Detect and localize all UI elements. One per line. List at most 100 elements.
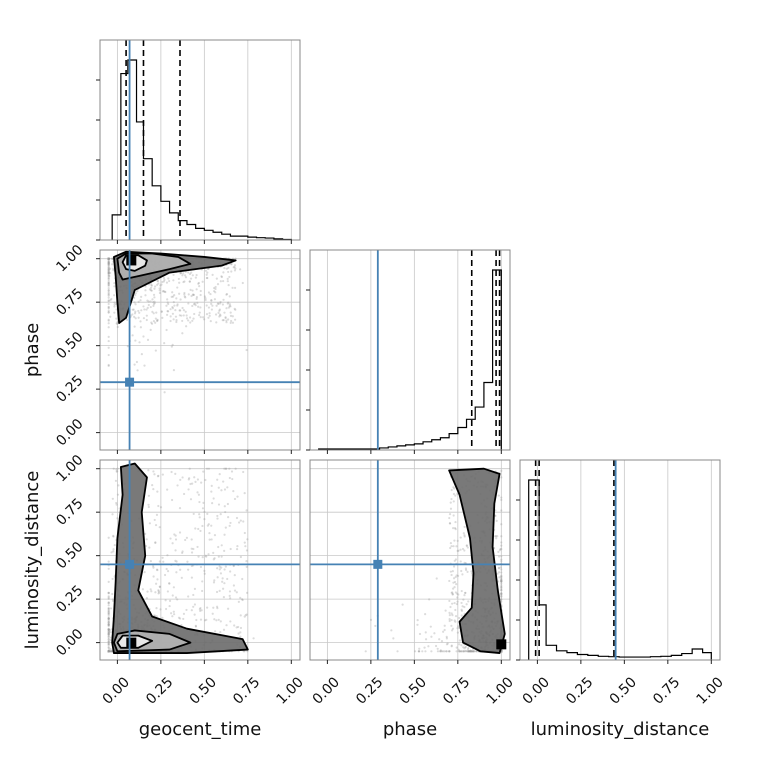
scatter-point <box>107 650 110 653</box>
scatter-point <box>450 644 453 647</box>
scatter-point <box>135 360 139 364</box>
scatter-point <box>454 591 458 594</box>
scatter-point <box>221 303 225 306</box>
scatter-point <box>115 501 118 505</box>
scatter-point <box>107 257 110 260</box>
scatter-point <box>171 295 175 298</box>
scatter-point <box>107 311 110 314</box>
scatter-point <box>448 614 451 617</box>
scatter-point <box>107 277 110 280</box>
scatter-point <box>233 497 237 501</box>
scatter-point <box>245 591 249 594</box>
scatter-point <box>463 605 466 609</box>
scatter-point <box>229 547 232 551</box>
scatter-point <box>192 512 195 516</box>
scatter-point <box>178 507 182 510</box>
scatter-point <box>456 596 459 599</box>
scatter-point <box>451 627 455 630</box>
scatter-point <box>165 304 168 307</box>
scatter-point <box>204 554 207 557</box>
scatter-point <box>155 615 158 618</box>
scatter-point <box>133 301 136 304</box>
scatter-point <box>245 348 248 352</box>
scatter-point <box>107 621 110 624</box>
scatter-point <box>438 638 441 641</box>
scatter-point <box>194 527 197 530</box>
scatter-point <box>162 276 166 280</box>
scatter-point <box>107 650 110 653</box>
scatter-point <box>455 574 458 577</box>
scatter-point <box>107 262 110 265</box>
scatter-point <box>184 296 187 299</box>
scatter-point <box>190 564 193 568</box>
scatter-point <box>107 639 110 643</box>
scatter-point <box>107 628 110 631</box>
scatter-point <box>154 317 158 320</box>
scatter-point <box>205 467 209 470</box>
scatter-point <box>500 593 503 597</box>
scatter-point <box>220 275 223 279</box>
scatter-point <box>239 635 242 638</box>
scatter-point <box>210 484 213 487</box>
scatter-point <box>424 650 427 653</box>
scatter-point <box>107 650 110 653</box>
scatter-point <box>229 521 232 525</box>
scatter-point <box>460 644 463 647</box>
scatter-point <box>500 592 503 595</box>
scatter-point <box>201 524 204 528</box>
scatter-point <box>224 565 227 568</box>
scatter-point <box>229 570 232 573</box>
y-axis-label-phase: phase <box>22 323 43 377</box>
scatter-point <box>107 257 110 260</box>
scatter-point <box>181 551 184 555</box>
scatter-point <box>452 581 455 584</box>
scatter-point <box>224 467 227 470</box>
scatter-point <box>460 650 463 653</box>
scatter-point <box>500 600 503 603</box>
scatter-point <box>111 598 114 601</box>
scatter-point <box>228 304 231 307</box>
scatter-point <box>193 302 197 305</box>
scatter-point <box>156 318 159 321</box>
scatter-point <box>172 301 175 304</box>
scatter-point <box>156 490 159 493</box>
scatter-point <box>499 547 502 551</box>
scatter-point <box>416 619 419 622</box>
scatter-point <box>236 544 239 548</box>
scatter-point <box>205 273 208 276</box>
scatter-point <box>107 601 110 604</box>
scatter-point <box>107 650 110 653</box>
scatter-point <box>429 625 432 628</box>
scatter-point <box>164 607 168 611</box>
contour-luminosity_distance_vs_geocent_time-1 <box>113 629 192 653</box>
scatter-point <box>134 294 137 297</box>
scatter-point <box>202 470 205 473</box>
scatter-point <box>196 491 199 494</box>
scatter-point <box>176 304 179 307</box>
scatter-point <box>175 571 178 574</box>
scatter-point <box>233 286 237 290</box>
scatter-point <box>500 469 503 472</box>
scatter-point <box>500 523 503 526</box>
scatter-point <box>449 570 452 573</box>
scatter-point <box>113 294 116 297</box>
scatter-point <box>107 536 110 539</box>
scatter-point <box>107 650 110 653</box>
scatter-point <box>226 502 229 506</box>
scatter-point <box>467 646 470 649</box>
scatter-point <box>108 274 111 278</box>
scatter-point <box>439 650 442 653</box>
scatter-point <box>416 623 419 626</box>
scatter-point <box>369 618 373 621</box>
scatter-point <box>500 595 503 598</box>
scatter-point <box>107 270 110 273</box>
scatter-point <box>228 594 231 597</box>
scatter-point <box>164 290 167 294</box>
scatter-point <box>107 335 110 338</box>
scatter-point <box>107 597 110 600</box>
x-axis-label-geocent-time: geocent_time <box>139 719 262 740</box>
scatter-point <box>107 257 110 260</box>
scatter-point <box>231 321 235 324</box>
scatter-point <box>157 282 160 285</box>
scatter-point <box>500 582 503 585</box>
